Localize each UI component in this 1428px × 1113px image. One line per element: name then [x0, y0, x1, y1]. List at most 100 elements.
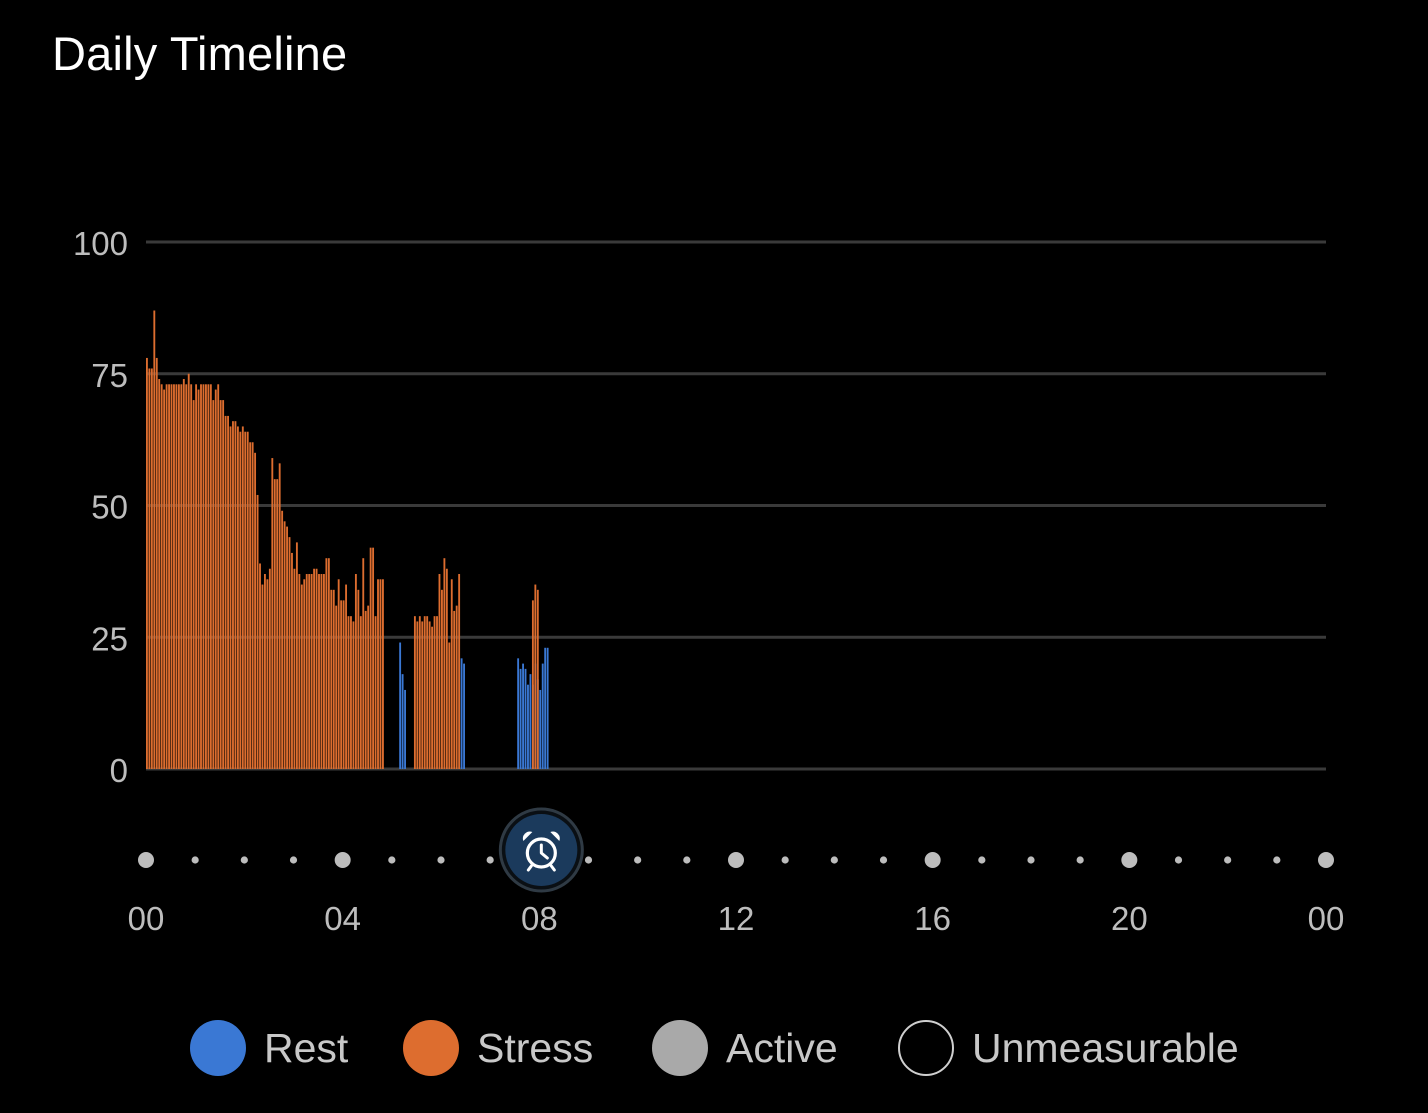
stress-bar [382, 579, 384, 769]
stress-bar [256, 494, 259, 769]
stress-bar [158, 379, 161, 769]
stress-bar [448, 642, 451, 769]
stress-bar [266, 579, 269, 769]
stress-bar [271, 458, 274, 769]
rest-bar [546, 647, 549, 769]
stress-bar [202, 384, 205, 769]
stress-bar [320, 574, 323, 769]
stress-bar [357, 589, 360, 769]
stress-bar [367, 605, 370, 769]
stress-bar [431, 626, 434, 769]
stress-bar [372, 547, 375, 769]
stress-bar [234, 421, 237, 769]
x-minor-tick-dot [1027, 856, 1035, 864]
stress-bar [251, 442, 254, 769]
rest-bar [544, 647, 547, 769]
x-minor-tick-dot [191, 856, 199, 864]
stress-bar [219, 400, 222, 769]
stress-bar [295, 542, 298, 769]
stress-bar [450, 579, 453, 769]
stress-bar [369, 547, 372, 769]
x-minor-tick-dot [486, 856, 494, 864]
stress-bar [246, 431, 249, 769]
stress-bar [534, 584, 537, 769]
stress-bar [182, 379, 185, 769]
rest-bar [401, 674, 404, 769]
x-tick-label: 00 [1308, 900, 1345, 937]
stress-bar [436, 616, 438, 769]
stress-bar [217, 384, 220, 769]
stress-bar [249, 442, 252, 769]
y-tick-label: 50 [91, 489, 128, 526]
stress-bar [318, 574, 320, 769]
stress-bar [261, 584, 264, 769]
stress-bar [207, 384, 210, 769]
chart-title: Daily Timeline [52, 27, 348, 80]
stress-bar [227, 415, 229, 769]
stress-bar [209, 384, 212, 769]
stress-bar [359, 616, 362, 769]
stress-bar [325, 558, 328, 769]
stress-bar [283, 521, 286, 769]
y-tick-label: 25 [91, 620, 128, 657]
stress-bar [190, 384, 193, 769]
x-major-tick-dot [1318, 852, 1334, 868]
stress-bar [155, 357, 158, 769]
stress-bar [428, 621, 431, 769]
stress-bar [300, 584, 303, 769]
rest-bar [529, 674, 532, 769]
stress-bar [433, 616, 436, 769]
y-tick-label: 0 [110, 752, 128, 789]
x-minor-tick-dot [830, 856, 838, 864]
alarm-marker[interactable] [498, 807, 584, 893]
legend-label-stress: Stress [477, 1024, 594, 1071]
rest-bar [517, 658, 520, 769]
stress-bar [345, 584, 347, 769]
stress-bar [153, 310, 156, 769]
stress-bar [286, 526, 288, 769]
x-minor-tick-dot [437, 856, 445, 864]
stress-bar [332, 589, 335, 769]
stress-bar [354, 574, 357, 769]
legend-item-stress: Stress [403, 1012, 593, 1084]
stress-bar [352, 621, 355, 769]
stress-bar [364, 610, 367, 769]
stress-bar [313, 568, 316, 769]
rest-bar [541, 663, 544, 769]
stress-bar [298, 574, 301, 769]
stress-bar [536, 589, 539, 769]
stress-bar [163, 389, 166, 769]
stress-bar [197, 389, 200, 769]
y-tick-label: 100 [73, 225, 128, 262]
stress-bar [347, 616, 350, 769]
stress-bar [192, 400, 195, 769]
stress-bar [335, 605, 338, 769]
rest-bar [463, 663, 465, 769]
x-minor-tick-dot [1273, 856, 1281, 864]
stress-bar [413, 616, 416, 769]
legend-item-rest: Rest [190, 1012, 348, 1084]
stress-bar [281, 510, 284, 769]
stress-bar [168, 384, 170, 769]
stress-bar [445, 568, 448, 769]
stress-bar [303, 579, 306, 769]
stress-bar [254, 452, 257, 769]
x-axis: 00 04 08 12 16 20 00 [128, 852, 1345, 937]
rest-bar [539, 689, 542, 769]
stress-bar [173, 384, 175, 769]
stress-bar [146, 357, 148, 769]
legend-label-rest: Rest [264, 1024, 349, 1071]
rest-bar [527, 684, 529, 769]
x-tick-label: 08 [521, 900, 558, 937]
x-minor-tick-dot [1224, 856, 1232, 864]
x-tick-label: 00 [128, 900, 165, 937]
stress-bar [443, 558, 446, 769]
stress-bar [416, 621, 419, 769]
stress-bar [421, 621, 424, 769]
stress-bar [342, 600, 345, 769]
y-tick-label: 75 [91, 357, 128, 394]
x-major-tick-dot [1121, 852, 1138, 868]
stress-bar [330, 589, 333, 769]
stress-bar [236, 426, 239, 769]
stress-bar [340, 600, 343, 769]
